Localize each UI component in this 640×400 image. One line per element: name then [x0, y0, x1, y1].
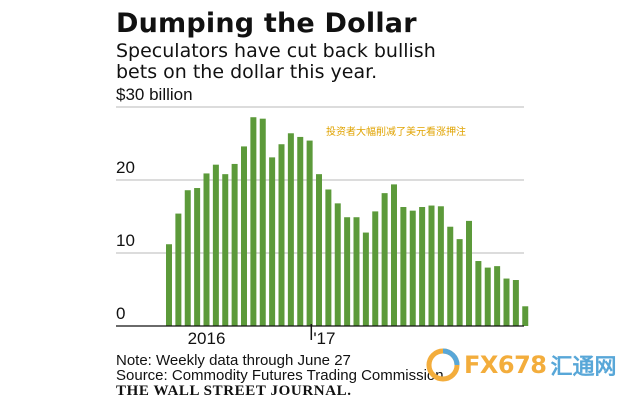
bar: [381, 193, 388, 326]
watermark-brand-cn: 汇通网: [550, 355, 617, 380]
bar: [269, 157, 276, 326]
bar: [466, 220, 472, 326]
y-tick-label: 20: [116, 158, 135, 177]
axes: $30 billion 20 10 0 2016 '17: [116, 85, 524, 348]
bar: [231, 163, 238, 326]
bar: [325, 189, 332, 326]
bar: [212, 164, 219, 326]
bar: [250, 117, 257, 326]
bar: [456, 239, 463, 326]
bar: [522, 306, 529, 326]
x-tick-label: 2016: [188, 329, 226, 348]
bar: [475, 261, 482, 326]
bar: [194, 188, 201, 326]
bar: [278, 144, 285, 326]
bar: [259, 118, 266, 327]
subtitle-line-2: bets on the dollar this year.: [116, 61, 378, 83]
bar: [287, 133, 294, 326]
chart-subtitle: Speculators have cut back bullish bets o…: [116, 41, 536, 83]
x-tick-label: '17: [313, 329, 335, 348]
bar: [447, 226, 454, 326]
bar: [353, 217, 360, 326]
bar: [306, 140, 313, 326]
y-tick-label: 0: [116, 304, 125, 323]
bar: [484, 267, 491, 326]
subtitle-line-1: Speculators have cut back bullish: [116, 40, 436, 62]
publisher-credit: THE WALL STREET JOURNAL.: [116, 383, 352, 399]
bar: [344, 217, 351, 326]
watermark: FX678 汇通网: [426, 345, 636, 385]
bar: [372, 211, 379, 326]
bar: [241, 146, 247, 326]
y-tick-label: $30 billion: [116, 85, 193, 104]
bar: [437, 206, 444, 326]
bar: [297, 136, 304, 326]
bar: [428, 205, 435, 326]
bar: [222, 174, 229, 326]
fx678-logo-icon: [426, 348, 460, 382]
bar: [334, 203, 341, 326]
bar-series: [166, 117, 529, 327]
bar: [409, 210, 416, 326]
bar: [184, 190, 191, 326]
watermark-brand: FX678: [464, 351, 547, 379]
bar: [175, 213, 182, 326]
y-tick-label: 10: [116, 231, 135, 250]
chart-annotation: 投资者大幅削减了美元看涨押注: [326, 125, 466, 138]
bar: [400, 207, 407, 326]
bar: [419, 207, 426, 326]
chart-title: Dumping the Dollar: [116, 8, 417, 39]
bar: [512, 280, 519, 326]
footnote-note: Note: Weekly data through June 27: [116, 352, 351, 369]
bar: [316, 174, 322, 326]
bar: [203, 173, 210, 326]
bar: [494, 266, 501, 326]
bar: [503, 278, 510, 326]
footnote-source: Source: Commodity Futures Trading Commis…: [116, 367, 444, 384]
bar: [166, 244, 172, 326]
bar: [391, 184, 397, 326]
footnotes: Note: Weekly data through June 27 Source…: [116, 353, 444, 383]
bar: [362, 232, 369, 326]
